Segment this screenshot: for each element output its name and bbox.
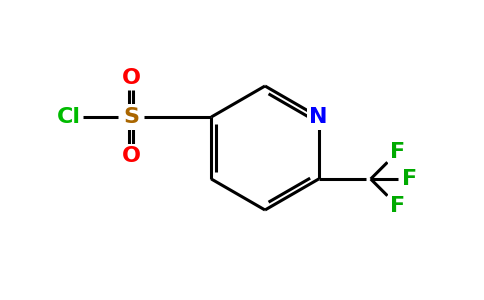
Text: F: F [390, 196, 405, 216]
Text: O: O [122, 68, 141, 88]
Text: F: F [390, 142, 405, 162]
Text: O: O [122, 146, 141, 166]
Text: N: N [309, 107, 328, 127]
Text: Cl: Cl [57, 107, 81, 127]
Text: F: F [402, 169, 417, 189]
Text: S: S [123, 107, 139, 127]
